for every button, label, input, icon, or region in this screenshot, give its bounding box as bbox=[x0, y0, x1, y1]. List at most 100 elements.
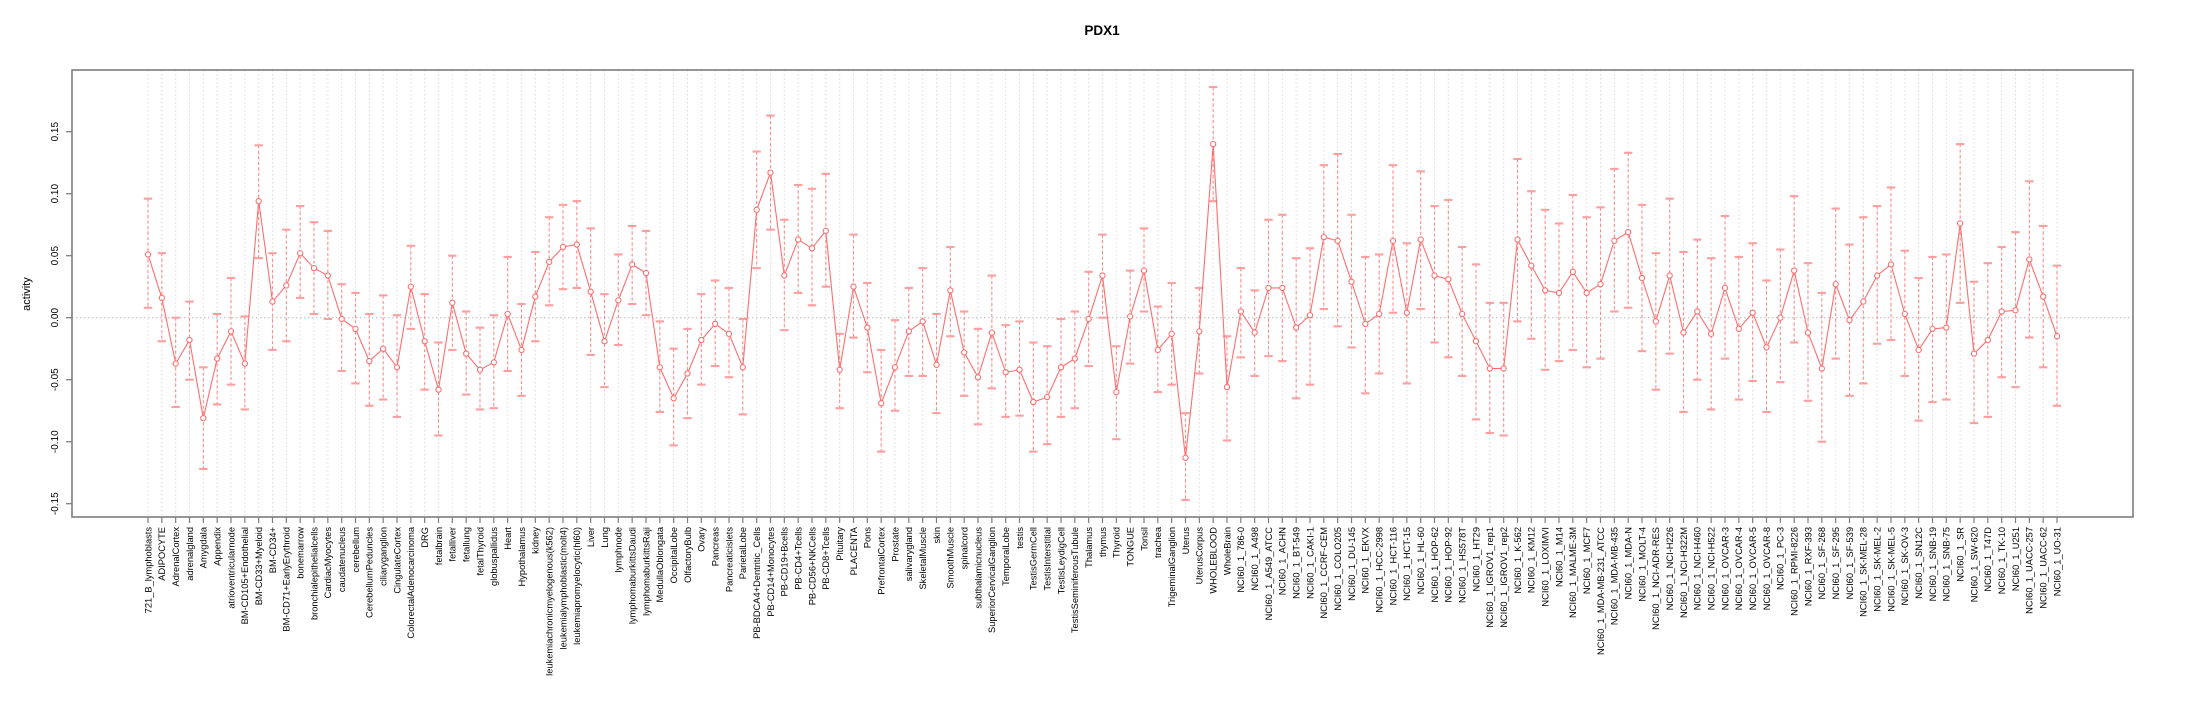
x-tick-label: NCI60_1_SK-OV-3 bbox=[1900, 527, 1910, 606]
x-tick-label: NCI60_1_OVCAR-3 bbox=[1720, 527, 1730, 610]
gridlines bbox=[147, 70, 2058, 517]
x-tick-label: NCI60_1_COLO205 bbox=[1333, 527, 1343, 611]
x-tick-label: NCI60_1_OVCAR-5 bbox=[1748, 527, 1758, 610]
x-tick-label: NCI60_1_SF-295 bbox=[1831, 527, 1841, 599]
x-tick-label: NCI60_1_MDA-MB-435 bbox=[1610, 527, 1620, 625]
x-tick-label: MedullaOblongata bbox=[655, 526, 665, 602]
x-tick-label: bronchialepithelialcells bbox=[309, 527, 319, 620]
x-tick-label: NCI60_1_NCI-ADR-RES bbox=[1651, 527, 1661, 630]
x-tick-label: PB-CD14+Monocytes bbox=[766, 527, 776, 617]
x-tick-label: NCI60_1_T47D bbox=[1983, 527, 1993, 592]
x-tick-label: NCI60_1_TK-10 bbox=[1997, 527, 2007, 594]
x-tick-label: Pancreas bbox=[711, 527, 721, 567]
x-tick-label: NCI60_1_KM12 bbox=[1527, 527, 1537, 593]
x-tick-label: TrigeminalGanglion bbox=[1167, 527, 1177, 607]
x-tick-label: salivarygland bbox=[904, 527, 914, 581]
x-tick-label: bonemarrow bbox=[296, 527, 306, 579]
x-tick-label: spinalcord bbox=[960, 527, 970, 569]
x-tick-label: NCI60_1_SK-MEL-28 bbox=[1859, 527, 1869, 617]
x-tick-label: WholeBrain bbox=[1222, 527, 1232, 575]
x-tick-label: Ovary bbox=[697, 527, 707, 552]
x-tick-label: Pancreaticislets bbox=[724, 527, 734, 592]
x-tick-label: NCI60_1_NCI-H460 bbox=[1693, 527, 1703, 610]
x-tick-label: NCI60_1_SF-539 bbox=[1845, 527, 1855, 599]
x-tick-label: NCI60_1_MDA-N bbox=[1624, 527, 1634, 599]
x-tick-label: Pons bbox=[863, 527, 873, 549]
x-tick-label: NCI60_1_SK-MEL-2 bbox=[1873, 527, 1883, 612]
y-tick-label: -0.10 bbox=[50, 430, 61, 453]
x-tick-label: PB-BDCA4+Dentritic_Cells bbox=[752, 527, 762, 639]
y-tick-label: 0.05 bbox=[50, 246, 61, 266]
x-tick-label: TestisSeminiferousTubule bbox=[1070, 527, 1080, 633]
x-tick-label: NCI60_1_ACHN bbox=[1278, 527, 1288, 595]
x-tick-label: cerebellum bbox=[351, 527, 361, 573]
x-tick-label: NCI60_1_OVCAR-8 bbox=[1762, 527, 1772, 610]
x-tick-label: NCI60_1_HS578T bbox=[1458, 527, 1468, 603]
x-tick-label: thymus bbox=[1098, 527, 1108, 557]
x-tick-label: ColorectalAdenocarcinoma bbox=[406, 526, 416, 638]
x-tick-label: BM-CD105+Endothelial bbox=[240, 527, 250, 624]
x-tick-label: fetalliver bbox=[448, 527, 458, 562]
y-tick-label: 0.15 bbox=[50, 122, 61, 142]
x-tick-label: NCI60_1_HCT-15 bbox=[1402, 527, 1412, 601]
axis-ticks bbox=[66, 131, 2058, 523]
x-tick-label: NCI60_1_UACC-257 bbox=[2025, 527, 2035, 614]
x-tick-label: Prostate bbox=[890, 527, 900, 562]
y-tick-label: -0.15 bbox=[50, 492, 61, 515]
x-tick-label: WHOLEBLOOD bbox=[1209, 527, 1219, 594]
x-tick-label: trachea bbox=[1153, 526, 1163, 558]
x-tick-label: testis bbox=[1015, 527, 1025, 549]
x-tick-label: leukemiachronicmyelogenous(k562) bbox=[545, 527, 555, 676]
x-tick-label: Liver bbox=[586, 527, 596, 547]
x-tick-label: ADIPOCYTE bbox=[157, 527, 167, 581]
x-tick-label: NCI60_1_A549_ATCC bbox=[1264, 527, 1274, 621]
x-tick-label: lymphomaburkittsRaji bbox=[641, 527, 651, 616]
x-tick-label: NCI60_1_SW-620 bbox=[1969, 527, 1979, 602]
x-tick-label: adrenalgland bbox=[185, 527, 195, 581]
x-tick-label: fetalbrain bbox=[434, 527, 444, 565]
x-tick-label: lymphnode bbox=[614, 527, 624, 572]
x-tick-label: globuspallidus bbox=[489, 527, 499, 586]
x-tick-label: fetallung bbox=[462, 527, 472, 562]
x-tick-label: NCI60_1_SK-MEL-5 bbox=[1886, 527, 1896, 612]
x-tick-label: PB-CD56+NKCells bbox=[807, 527, 817, 606]
y-axis-labels: -0.15 -0.10 -0.05 0.00 0.05 0.10 0.15 bbox=[50, 122, 61, 516]
x-tick-label: skin bbox=[932, 527, 942, 544]
x-tick-label: Tonsil bbox=[1139, 527, 1149, 551]
data-points bbox=[144, 140, 2061, 461]
x-tick-label: SmoothMuscle bbox=[946, 527, 956, 589]
y-tick-label: 0.10 bbox=[50, 184, 61, 204]
x-tick-label: NCI60_1_MOLT-4 bbox=[1637, 527, 1647, 602]
x-tick-label: ciliaryganglion bbox=[379, 527, 389, 586]
x-tick-label: PB-CD19+Bcells bbox=[780, 527, 790, 597]
x-tick-label: NCI60_1_MALME-3M bbox=[1568, 527, 1578, 618]
x-tick-label: Hypothalamus bbox=[517, 527, 527, 587]
x-tick-label: NCI60_1_LOXIMVI bbox=[1541, 527, 1551, 607]
x-tick-label: Lung bbox=[600, 527, 610, 548]
x-tick-label: NCI60_1_CAKI-1 bbox=[1305, 527, 1315, 599]
x-tick-label: DRG bbox=[420, 527, 430, 548]
x-tick-label: NCI60_1_PC-3 bbox=[1776, 527, 1786, 590]
x-tick-label: NCI60_1_NCI-H322M bbox=[1679, 527, 1689, 618]
x-tick-label: NCI60_1_HCC-2998 bbox=[1375, 527, 1385, 613]
x-tick-label: NCI60_1_HOP-92 bbox=[1444, 527, 1454, 602]
x-tick-label: SkeletalMuscle bbox=[918, 527, 928, 590]
y-tick-label: 0.00 bbox=[50, 308, 61, 328]
x-tick-label: PB-CD4+Tcells bbox=[794, 527, 804, 590]
x-tick-label: subthalamicnucleus bbox=[973, 527, 983, 609]
x-tick-label: NCI60_1_MCF7 bbox=[1582, 527, 1592, 594]
x-tick-label: Amygdala bbox=[199, 526, 209, 568]
x-tick-label: PB-CD8+Tcells bbox=[821, 527, 831, 590]
x-tick-label: Pituitary bbox=[835, 527, 845, 561]
x-tick-label: NCI60_1_EKVX bbox=[1361, 527, 1371, 594]
x-tick-label: UterusCorpus bbox=[1195, 527, 1205, 585]
y-tick-label: -0.05 bbox=[50, 368, 61, 391]
x-tick-label: ParietalLobe bbox=[738, 527, 748, 579]
x-tick-label: NCI60_1_RPMI-8226 bbox=[1790, 527, 1800, 616]
x-tick-label: BM-CD34+ bbox=[268, 527, 278, 573]
x-tick-label: SuperiorCervicalGanglion bbox=[987, 527, 997, 633]
x-tick-label: NCI60_1_U251 bbox=[2011, 527, 2021, 591]
x-tick-label: NCI60_1_IGROV1_rep2 bbox=[1499, 527, 1509, 628]
x-tick-label: AdrenalCortex bbox=[171, 527, 181, 587]
